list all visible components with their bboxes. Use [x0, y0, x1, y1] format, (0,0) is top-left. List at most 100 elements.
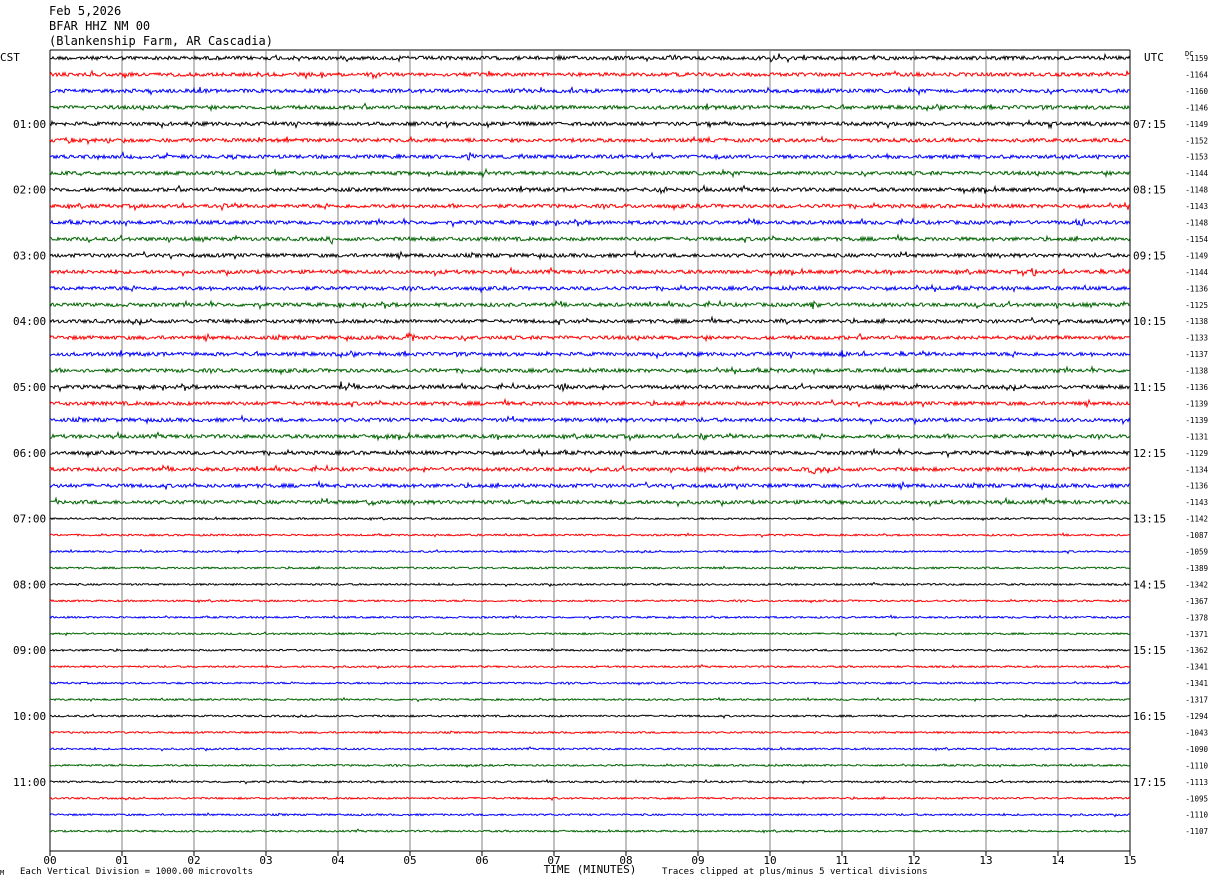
seismic-trace-43 [49, 763, 1131, 769]
seismic-trace-25 [49, 463, 1131, 475]
dc-offset-label: -1160 [1185, 87, 1208, 96]
utc-hour-label: 13:15 [1133, 513, 1166, 526]
seismic-trace-34 [49, 614, 1131, 621]
seismic-trace-0 [49, 52, 1131, 64]
dc-offset-label: -1090 [1185, 745, 1208, 754]
x-tick-label: 10 [763, 854, 776, 867]
dc-offset-label: -1110 [1185, 761, 1208, 770]
dc-offset-label: -1149 [1185, 251, 1208, 260]
dc-offset-label: -1148 [1185, 186, 1208, 195]
dc-offset-label: -1129 [1185, 449, 1208, 458]
seismic-trace-12 [49, 249, 1131, 261]
right-timezone-label: UTC [1144, 51, 1164, 64]
seismic-trace-36 [49, 647, 1131, 653]
dc-offset-label: -1087 [1185, 531, 1208, 540]
seismic-trace-5 [49, 135, 1131, 146]
seismic-trace-42 [49, 746, 1131, 752]
x-tick-label: 11 [835, 854, 848, 867]
x-tick-label: 12 [907, 854, 920, 867]
seismic-trace-9 [49, 201, 1131, 212]
seismic-trace-44 [49, 778, 1131, 785]
seismic-trace-23 [49, 430, 1131, 442]
dc-offset-label: -1136 [1185, 383, 1208, 392]
seismic-trace-45 [49, 795, 1131, 802]
dc-offset-label: -1371 [1185, 630, 1208, 639]
seismic-trace-3 [49, 102, 1131, 113]
dc-offset-label: -1134 [1185, 465, 1208, 474]
dc-offset-label: -1143 [1185, 498, 1208, 507]
dc-offset-label: -1294 [1185, 712, 1208, 721]
seismic-trace-17 [49, 331, 1131, 343]
x-tick-label: 01 [115, 854, 128, 867]
dc-offset-label: -1341 [1185, 663, 1208, 672]
dc-offset-label: -1142 [1185, 515, 1208, 524]
dc-offset-label: -1317 [1185, 696, 1208, 705]
dc-offset-label: -1125 [1185, 301, 1208, 310]
seismic-trace-41 [49, 729, 1131, 735]
seismic-trace-11 [49, 233, 1131, 245]
utc-hour-label: 12:15 [1133, 447, 1166, 460]
seismic-trace-27 [49, 496, 1130, 508]
dc-offset-label: -1131 [1185, 432, 1208, 441]
x-tick-label: 04 [331, 854, 345, 867]
dc-offset-label: -1137 [1185, 350, 1208, 359]
seismic-trace-7 [49, 167, 1131, 179]
seismic-trace-33 [49, 598, 1131, 604]
seismic-trace-15 [49, 299, 1131, 311]
x-tick-label: 15 [1123, 854, 1136, 867]
x-tick-label: 00 [43, 854, 56, 867]
dc-offset-label: -1059 [1185, 548, 1208, 557]
cst-hour-label: 04:00 [13, 315, 46, 328]
dc-offset-label: -1113 [1185, 778, 1208, 787]
seismic-trace-13 [49, 266, 1131, 278]
cst-hour-label: 02:00 [13, 184, 46, 197]
seismic-trace-4 [49, 118, 1131, 130]
seismic-trace-47 [50, 828, 1131, 834]
dc-offset-label: -1139 [1185, 399, 1208, 408]
utc-hour-label: 09:15 [1133, 249, 1166, 262]
cst-hour-label: 08:00 [13, 578, 46, 591]
dc-offset-label: -1133 [1185, 334, 1208, 343]
x-tick-label: 14 [1051, 854, 1065, 867]
seismic-trace-28 [49, 516, 1131, 522]
x-tick-label: 06 [475, 854, 488, 867]
dc-offset-label: -1389 [1185, 564, 1208, 573]
seismic-trace-6 [49, 151, 1131, 161]
seismic-trace-37 [50, 663, 1131, 670]
seismic-trace-40 [49, 713, 1131, 720]
corner-mark: M [0, 869, 5, 877]
left-timezone-label: CST [0, 51, 20, 64]
dc-offset-label: -1136 [1185, 482, 1208, 491]
seismic-trace-24 [50, 447, 1130, 459]
seismic-trace-16 [49, 315, 1131, 326]
seismic-trace-39 [49, 696, 1131, 703]
utc-hour-label: 10:15 [1133, 315, 1166, 328]
x-tick-label: 03 [259, 854, 272, 867]
utc-hour-label: 11:15 [1133, 381, 1166, 394]
seismic-trace-20 [49, 381, 1131, 393]
dc-offset-label: -1148 [1185, 219, 1208, 228]
seismic-trace-21 [49, 397, 1131, 409]
dc-offset-label: -1138 [1185, 367, 1208, 376]
dc-offset-label: -1146 [1185, 103, 1208, 112]
seismic-trace-8 [49, 184, 1131, 195]
seismic-trace-19 [49, 365, 1131, 376]
seismic-trace-26 [49, 479, 1131, 491]
utc-hour-label: 07:15 [1133, 118, 1166, 131]
seismic-trace-1 [49, 69, 1131, 81]
seismic-trace-32 [49, 581, 1130, 588]
seismic-trace-14 [49, 283, 1131, 294]
dc-offset-label: -1342 [1185, 580, 1208, 589]
x-tick-label: 07 [547, 854, 560, 867]
seismic-trace-35 [49, 631, 1131, 637]
seismic-trace-46 [49, 812, 1131, 818]
dc-offset-label: -1143 [1185, 202, 1208, 211]
seismic-trace-22 [49, 414, 1131, 426]
chart-date: Feb 5,2026 [49, 4, 122, 18]
dc-offset-label: -1139 [1185, 416, 1208, 425]
dc-offset-label: -1144 [1185, 268, 1208, 277]
dc-offset-label: -1110 [1185, 811, 1208, 820]
dc-offset-label: -1378 [1185, 613, 1208, 622]
cst-hour-label: 05:00 [13, 381, 46, 394]
cst-hour-label: 11:00 [13, 776, 46, 789]
